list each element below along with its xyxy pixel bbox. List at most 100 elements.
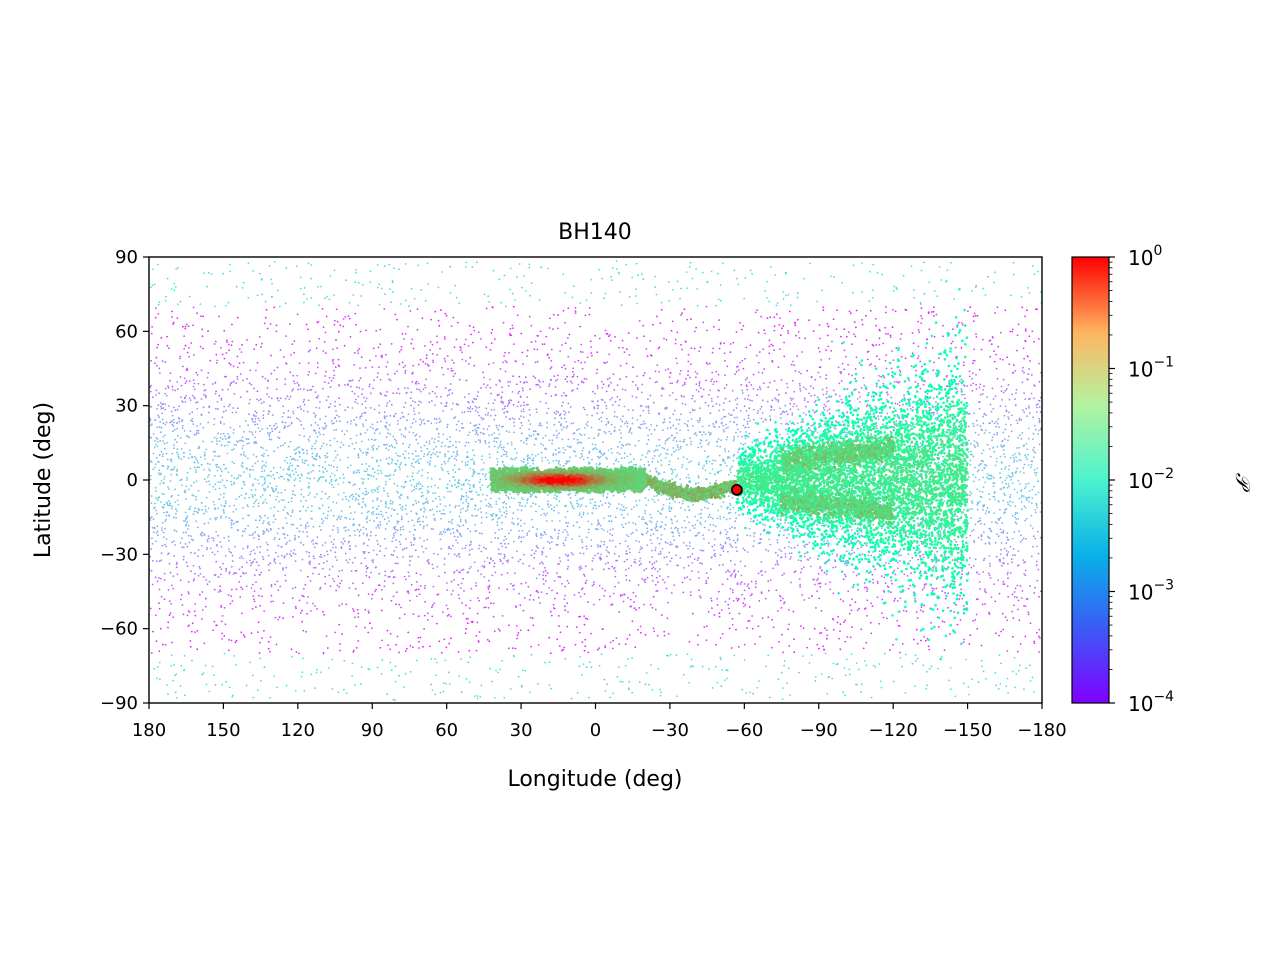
density-point bbox=[984, 589, 986, 591]
density-point bbox=[554, 598, 556, 600]
density-point bbox=[219, 589, 221, 591]
density-point bbox=[629, 580, 631, 582]
density-point bbox=[985, 543, 987, 545]
density-point bbox=[411, 584, 413, 586]
density-point bbox=[974, 619, 976, 621]
density-point bbox=[294, 479, 296, 481]
density-point bbox=[533, 434, 535, 436]
density-point bbox=[504, 405, 506, 407]
density-point bbox=[354, 557, 356, 559]
density-point bbox=[931, 311, 933, 313]
density-point bbox=[961, 394, 963, 396]
density-point bbox=[586, 546, 588, 548]
density-point bbox=[446, 487, 448, 489]
density-point bbox=[1013, 274, 1015, 276]
density-point bbox=[469, 607, 471, 609]
density-point bbox=[886, 413, 888, 415]
density-point bbox=[450, 548, 452, 550]
density-point bbox=[735, 574, 737, 576]
density-point bbox=[799, 388, 801, 390]
density-point bbox=[523, 442, 525, 444]
density-point bbox=[735, 547, 737, 549]
density-point bbox=[352, 494, 354, 496]
density-point bbox=[427, 490, 429, 492]
density-point bbox=[292, 493, 294, 495]
density-point bbox=[546, 422, 548, 424]
density-point bbox=[1018, 530, 1020, 532]
density-point bbox=[294, 383, 296, 385]
density-point bbox=[521, 686, 523, 688]
density-point bbox=[579, 535, 581, 537]
density-point bbox=[730, 545, 732, 547]
density-point bbox=[972, 620, 974, 622]
density-point bbox=[481, 522, 483, 524]
density-point bbox=[683, 396, 685, 398]
density-point bbox=[1007, 574, 1009, 576]
density-point bbox=[417, 637, 419, 639]
density-point bbox=[1032, 265, 1034, 267]
density-point bbox=[895, 311, 897, 313]
density-point bbox=[195, 520, 197, 522]
density-point bbox=[660, 513, 662, 515]
density-point bbox=[810, 566, 812, 568]
density-point bbox=[203, 406, 205, 408]
density-point bbox=[663, 338, 665, 340]
density-point bbox=[367, 511, 369, 513]
density-point bbox=[554, 494, 556, 496]
density-point bbox=[695, 524, 697, 526]
density-point bbox=[495, 425, 497, 427]
density-point bbox=[306, 450, 308, 452]
density-point bbox=[301, 459, 303, 461]
density-point bbox=[1019, 454, 1021, 456]
density-point bbox=[840, 599, 842, 601]
density-point bbox=[514, 448, 516, 450]
density-point bbox=[656, 364, 658, 366]
density-point bbox=[692, 613, 694, 615]
density-point bbox=[792, 412, 794, 414]
density-point bbox=[468, 650, 470, 652]
density-point bbox=[227, 389, 229, 391]
density-point bbox=[920, 541, 922, 543]
density-point bbox=[879, 337, 881, 339]
density-point bbox=[886, 618, 888, 620]
density-point bbox=[690, 591, 692, 593]
density-point bbox=[505, 371, 507, 373]
density-point bbox=[826, 693, 828, 695]
density-point bbox=[218, 498, 220, 500]
density-point bbox=[195, 402, 197, 404]
density-point bbox=[209, 581, 211, 583]
density-point bbox=[714, 553, 716, 555]
density-point bbox=[472, 449, 474, 451]
density-point bbox=[547, 494, 549, 496]
density-point bbox=[988, 573, 990, 575]
density-point bbox=[500, 543, 502, 545]
density-point bbox=[480, 489, 482, 491]
density-point bbox=[667, 453, 669, 455]
density-point bbox=[645, 522, 647, 524]
density-point bbox=[576, 500, 578, 502]
density-point bbox=[587, 618, 589, 620]
density-point bbox=[791, 399, 793, 401]
density-point bbox=[347, 421, 349, 423]
density-point bbox=[548, 357, 550, 359]
density-point bbox=[308, 351, 310, 353]
density-point bbox=[565, 412, 567, 414]
density-point bbox=[269, 483, 271, 485]
density-point bbox=[658, 455, 660, 457]
density-point bbox=[400, 607, 402, 609]
density-point bbox=[647, 461, 649, 463]
density-point bbox=[380, 379, 382, 381]
density-point bbox=[605, 432, 607, 434]
density-point bbox=[481, 459, 483, 461]
density-point bbox=[471, 266, 473, 268]
density-point bbox=[659, 445, 661, 447]
density-point bbox=[488, 403, 490, 405]
density-point bbox=[776, 305, 778, 307]
density-point bbox=[361, 356, 363, 358]
density-point bbox=[424, 423, 426, 425]
density-point bbox=[380, 421, 382, 423]
density-point bbox=[566, 427, 568, 429]
density-point bbox=[599, 599, 601, 601]
density-point bbox=[909, 585, 911, 587]
density-point bbox=[1013, 457, 1015, 459]
